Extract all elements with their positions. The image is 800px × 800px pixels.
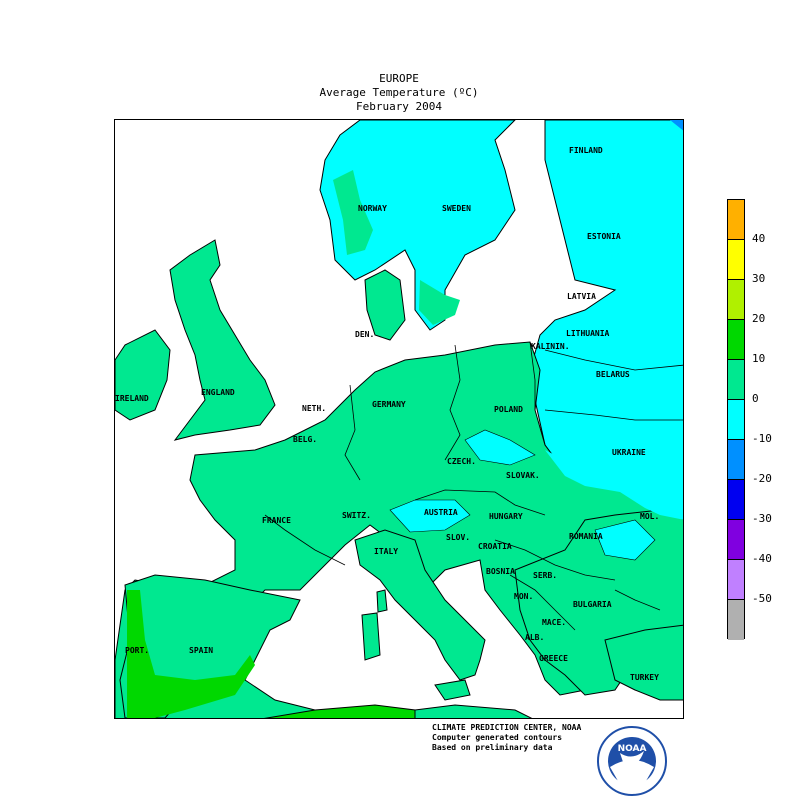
britain-land xyxy=(169,239,276,441)
legend-band xyxy=(728,520,744,560)
title-variable: Average Temperature (ºC) xyxy=(319,86,479,99)
norway-warm-zone xyxy=(333,170,373,255)
turkey-land xyxy=(604,624,683,701)
country-label: SPAIN xyxy=(189,646,214,655)
north-africa-warm xyxy=(414,704,533,718)
map-canvas xyxy=(115,120,683,718)
iberia-hot-zone xyxy=(127,590,255,718)
arctic-very-cold xyxy=(670,120,683,131)
noaa-logo-icon: NOAA xyxy=(597,726,667,796)
legend-tick-label: 0 xyxy=(752,392,759,405)
legend-tick-label: 20 xyxy=(752,312,766,325)
north-africa-land xyxy=(263,704,416,718)
temperature-legend xyxy=(727,199,745,640)
country-label: BELARUS xyxy=(596,370,630,379)
country-label: SLOV. xyxy=(446,533,471,542)
legend-tick-label: -40 xyxy=(752,552,772,565)
legend-band xyxy=(728,240,744,280)
country-label: UKRAINE xyxy=(612,448,646,457)
country-label: ALB. xyxy=(525,633,545,642)
country-label: GERMANY xyxy=(372,400,406,409)
country-label: ENGLAND xyxy=(201,388,235,397)
map-title: EUROPE Average Temperature (ºC) February… xyxy=(114,72,684,114)
country-label: AUSTRIA xyxy=(424,508,458,517)
title-region: EUROPE xyxy=(379,72,419,85)
credits-agency: CLIMATE PREDICTION CENTER, NOAA xyxy=(432,723,582,732)
country-label: TURKEY xyxy=(630,673,659,682)
ireland-land xyxy=(115,329,171,421)
country-label: BELG. xyxy=(293,435,318,444)
country-label: CZECH. xyxy=(447,457,476,466)
legend-band xyxy=(728,320,744,360)
legend-band xyxy=(728,200,744,240)
country-label: BOSNIA xyxy=(486,567,515,576)
title-period: February 2004 xyxy=(355,100,443,113)
romania-cold-zone xyxy=(594,519,656,561)
country-label: POLAND xyxy=(494,405,523,414)
map-frame: NORWAY SWEDEN FINLAND ESTONIA LATVIA LITHUANI… xyxy=(114,119,684,719)
denmark-land xyxy=(364,269,406,341)
country-label: ITALY xyxy=(374,547,399,556)
country-label: PORT. xyxy=(125,646,150,655)
country-label: SLOVAK. xyxy=(506,471,540,480)
legend-band xyxy=(728,600,744,640)
legend-tick-label: -30 xyxy=(752,512,772,525)
country-label: MOL. xyxy=(640,512,660,521)
country-label: LATVIA xyxy=(567,292,596,301)
country-label: ESTONIA xyxy=(587,232,621,241)
legend-band xyxy=(728,440,744,480)
corsica-land xyxy=(376,589,388,613)
country-label: GREECE xyxy=(539,654,568,663)
credits-method: Computer generated contours xyxy=(432,733,563,742)
country-label: MON. xyxy=(514,592,534,601)
noaa-logo-text: NOAA xyxy=(618,744,647,754)
country-label: ROMANIA xyxy=(569,532,603,541)
sweden-warm-zone xyxy=(419,280,460,325)
country-label: SWEDEN xyxy=(442,204,471,213)
ukraine-cold-zone xyxy=(545,450,683,520)
sardinia-land xyxy=(361,612,381,661)
scandinavia-land xyxy=(319,120,516,331)
legend-band xyxy=(728,560,744,600)
country-label: KALININ. xyxy=(531,342,570,351)
country-label: FRANCE xyxy=(262,516,291,525)
country-label: HUNGARY xyxy=(489,512,523,521)
country-label: NETH. xyxy=(302,404,327,413)
carpathian-cold-zone xyxy=(464,429,536,466)
legend-tick-label: 40 xyxy=(752,232,766,245)
sicily-land xyxy=(434,679,471,701)
legend-band xyxy=(728,400,744,440)
country-label: SWITZ. xyxy=(342,511,371,520)
country-label: BULGARIA xyxy=(573,600,612,609)
legend-tick-label: -50 xyxy=(752,592,772,605)
country-label: SERB. xyxy=(533,571,558,580)
credits: CLIMATE PREDICTION CENTER, NOAA Computer… xyxy=(432,723,581,753)
country-label: MACE. xyxy=(542,618,567,627)
country-label: CROATIA xyxy=(478,542,512,551)
legend-band xyxy=(728,280,744,320)
legend-tick-label: 10 xyxy=(752,352,766,365)
country-borders xyxy=(264,341,683,631)
country-label: FINLAND xyxy=(569,146,603,155)
country-label: NORWAY xyxy=(358,204,387,213)
legend-band xyxy=(728,480,744,520)
italy-land xyxy=(354,529,486,681)
legend-tick-label: -10 xyxy=(752,432,772,445)
legend-band xyxy=(728,360,744,400)
country-label: IRELAND xyxy=(115,394,149,403)
legend-tick-label: 30 xyxy=(752,272,766,285)
country-label: LITHUANIA xyxy=(566,329,610,338)
legend-tick-label: -20 xyxy=(752,472,772,485)
country-label: DEN. xyxy=(355,330,375,339)
credits-data-note: Based on preliminary data xyxy=(432,743,553,752)
